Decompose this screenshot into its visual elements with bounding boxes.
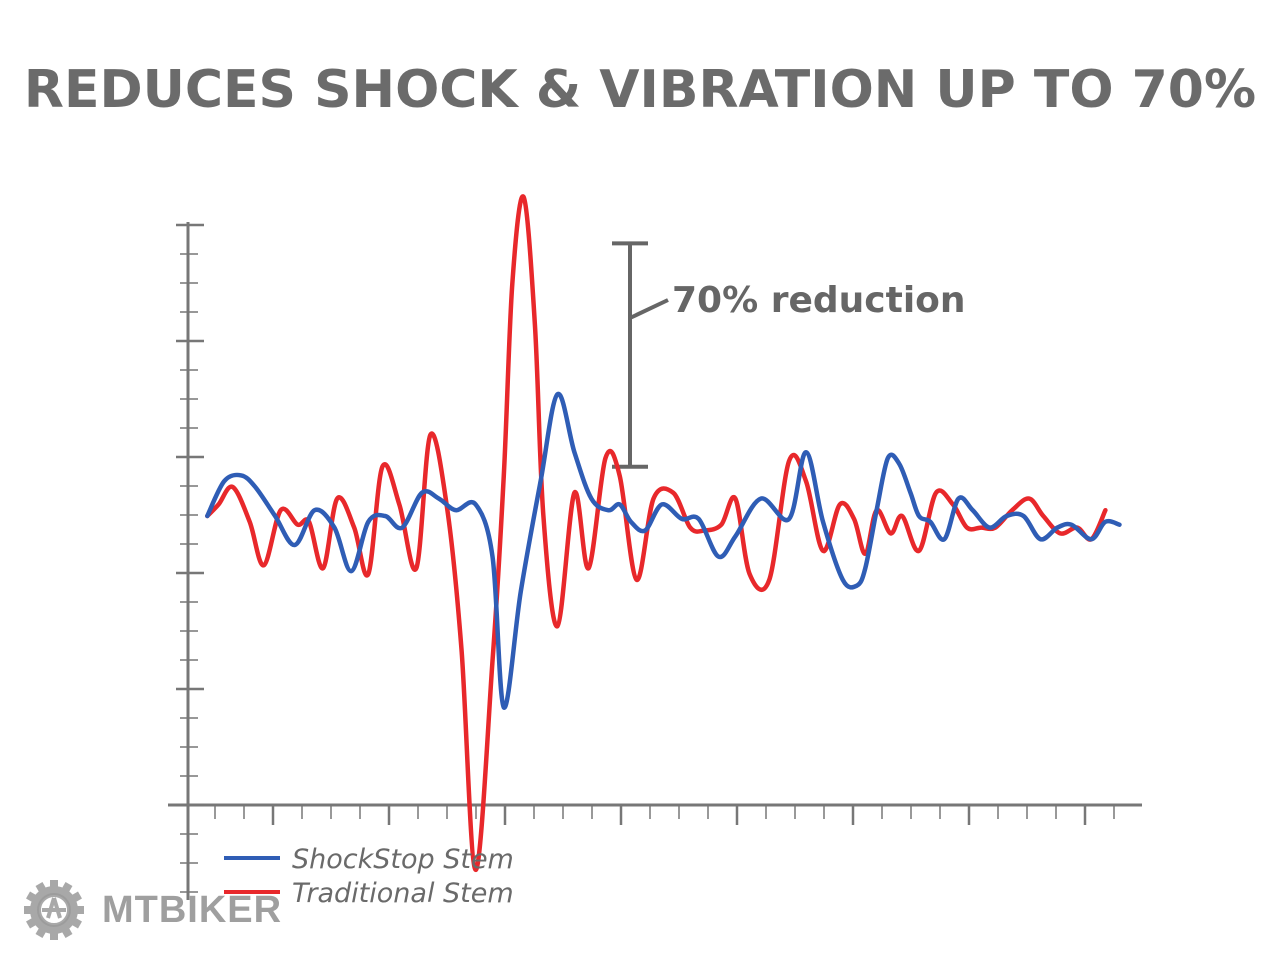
gear-tooth xyxy=(50,880,58,892)
gear-tooth xyxy=(35,882,49,897)
gear-tooth xyxy=(67,915,82,929)
series-line-shockstop-stem xyxy=(205,391,1122,710)
gear-tooth xyxy=(26,915,41,929)
chart-axes xyxy=(168,222,1142,900)
reduction-annotation: 70% reduction xyxy=(612,241,966,469)
watermark-text: MTBIKER xyxy=(102,888,283,931)
annotation-leader-line xyxy=(629,298,669,320)
legend-label: Traditional Stem xyxy=(292,878,514,909)
gear-tooth xyxy=(35,923,49,938)
gear-tooth xyxy=(59,923,73,938)
gear-tooth xyxy=(26,891,41,905)
gear-tooth xyxy=(24,906,36,914)
mtbiker-watermark: MTBIKER xyxy=(18,872,282,948)
legend-label: ShockStop Stem xyxy=(292,844,514,875)
gear-tooth xyxy=(67,891,82,905)
series-lines xyxy=(205,194,1122,873)
chart-title: REDUCES SHOCK & VIBRATION UP TO 70% xyxy=(23,60,1257,120)
annotation-label: 70% reduction xyxy=(672,280,966,321)
gear-tooth xyxy=(50,928,58,940)
gear-tooth xyxy=(59,882,73,897)
gear-logo-icon xyxy=(24,880,84,940)
series-line-traditional-stem xyxy=(205,194,1108,873)
gear-tooth xyxy=(72,906,84,914)
